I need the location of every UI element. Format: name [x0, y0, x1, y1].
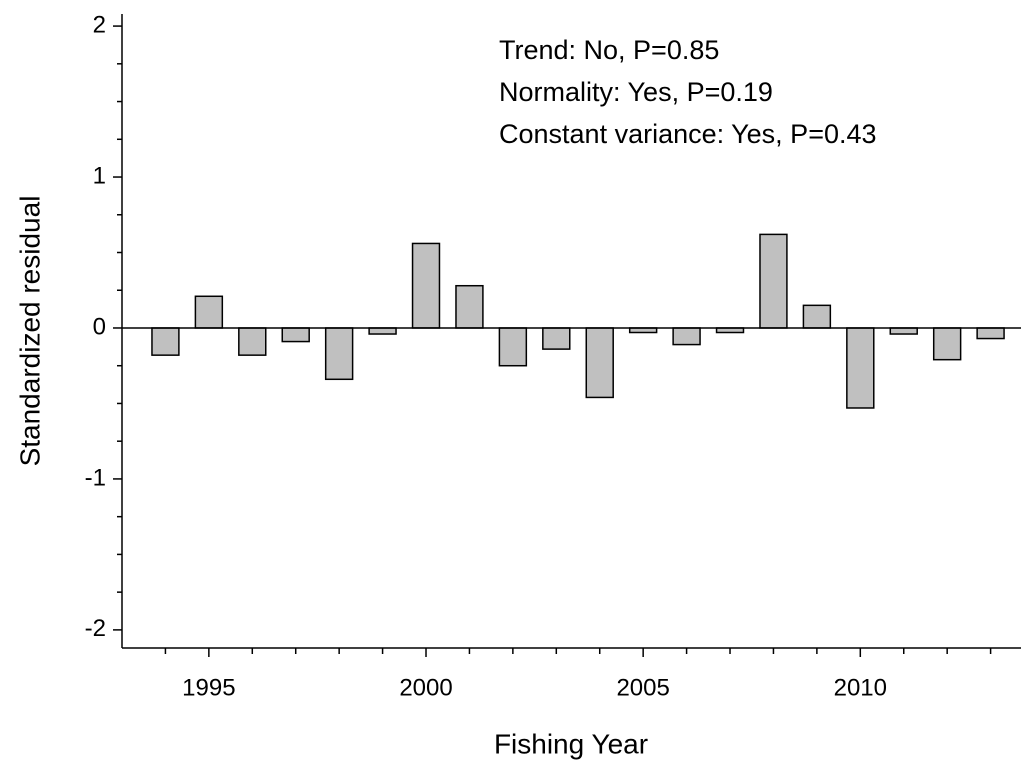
x-tick-label: 2000	[399, 674, 452, 701]
x-tick-label: 2010	[834, 674, 887, 701]
annotation: Constant variance: Yes, P=0.43	[499, 119, 877, 149]
y-tick-label: 1	[93, 162, 106, 189]
bar	[672, 327, 701, 346]
bar	[324, 327, 354, 381]
bar	[498, 327, 528, 367]
bar	[281, 327, 310, 343]
annotation: Trend: No, P=0.85	[499, 35, 719, 65]
y-tick-label: -2	[85, 615, 106, 642]
y-tick-label: -1	[85, 464, 106, 491]
x-tick-label: 2005	[616, 674, 669, 701]
bar	[802, 304, 832, 329]
bar	[238, 327, 267, 356]
bar	[759, 233, 788, 329]
bar	[411, 242, 441, 329]
bar	[932, 327, 962, 361]
y-tick-label: 0	[93, 313, 106, 340]
bar	[151, 327, 180, 356]
x-tick-label: 1995	[182, 674, 235, 701]
bar	[976, 327, 1005, 340]
x-axis-title: Fishing Year	[494, 728, 648, 759]
bar	[542, 327, 571, 350]
bar	[889, 327, 918, 335]
bar	[846, 327, 875, 409]
bar	[368, 327, 397, 335]
bar	[455, 284, 484, 329]
y-axis-title: Standardized residual	[14, 196, 45, 467]
bar	[585, 327, 614, 399]
annotation: Normality: Yes, P=0.19	[499, 77, 773, 107]
bar	[194, 295, 224, 329]
y-tick-label: 2	[93, 11, 106, 38]
